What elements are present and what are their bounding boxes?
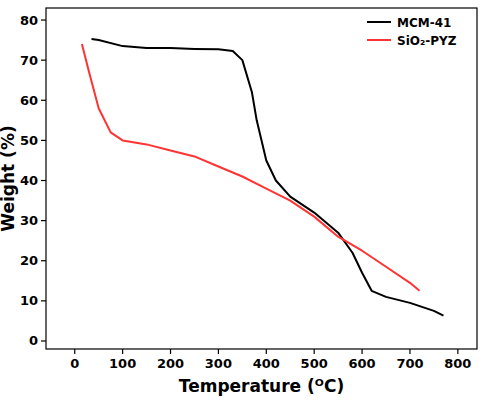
legend-swatch (367, 21, 391, 23)
y-tick (41, 60, 46, 61)
y-tick (41, 260, 46, 261)
y-tick-label: 80 (20, 13, 38, 28)
y-tick (41, 340, 46, 341)
x-tick-label: 100 (109, 356, 136, 371)
x-tick-label: 400 (253, 356, 280, 371)
y-tick-label: 50 (20, 133, 38, 148)
x-tick (170, 349, 171, 354)
x-tick-label: 700 (396, 356, 423, 371)
y-tick-label: 60 (20, 93, 38, 108)
x-tick (409, 349, 410, 354)
x-tick-label: 0 (70, 356, 79, 371)
y-axis-label: Weight (%) (0, 125, 18, 231)
series-line (91, 39, 443, 316)
x-axis-label: Temperature (ᴼC) (179, 376, 344, 396)
chart: 0 100 200 300 400 500 600 700 800 0 10 20 30 40 50 60 70… (0, 0, 489, 406)
y-tick-label: 70 (20, 53, 38, 68)
x-tick-label: 800 (444, 356, 471, 371)
y-tick-label: 40 (20, 173, 38, 188)
y-tick-label: 30 (20, 213, 38, 228)
y-tick (41, 180, 46, 181)
x-tick (314, 349, 315, 354)
x-tick-label: 200 (157, 356, 184, 371)
y-tick-label: 20 (20, 253, 38, 268)
x-tick (218, 349, 219, 354)
x-tick (361, 349, 362, 354)
x-tick (122, 349, 123, 354)
series-line (82, 44, 420, 291)
y-tick-label: 10 (20, 293, 38, 308)
x-tick-label: 600 (348, 356, 375, 371)
legend-label: SiO₂-PYZ (397, 34, 457, 48)
y-tick (41, 220, 46, 221)
y-tick (41, 19, 46, 20)
x-tick-label: 500 (301, 356, 328, 371)
y-tick-label: 0 (29, 333, 38, 348)
x-tick-label: 300 (205, 356, 232, 371)
plot-area (82, 39, 444, 316)
x-tick (266, 349, 267, 354)
legend-label: MCM-41 (397, 16, 451, 30)
plot-frame (46, 8, 477, 349)
y-tick (41, 100, 46, 101)
legend-swatch (367, 39, 391, 41)
y-tick (41, 140, 46, 141)
x-tick (74, 349, 75, 354)
x-tick (457, 349, 458, 354)
y-tick (41, 300, 46, 301)
